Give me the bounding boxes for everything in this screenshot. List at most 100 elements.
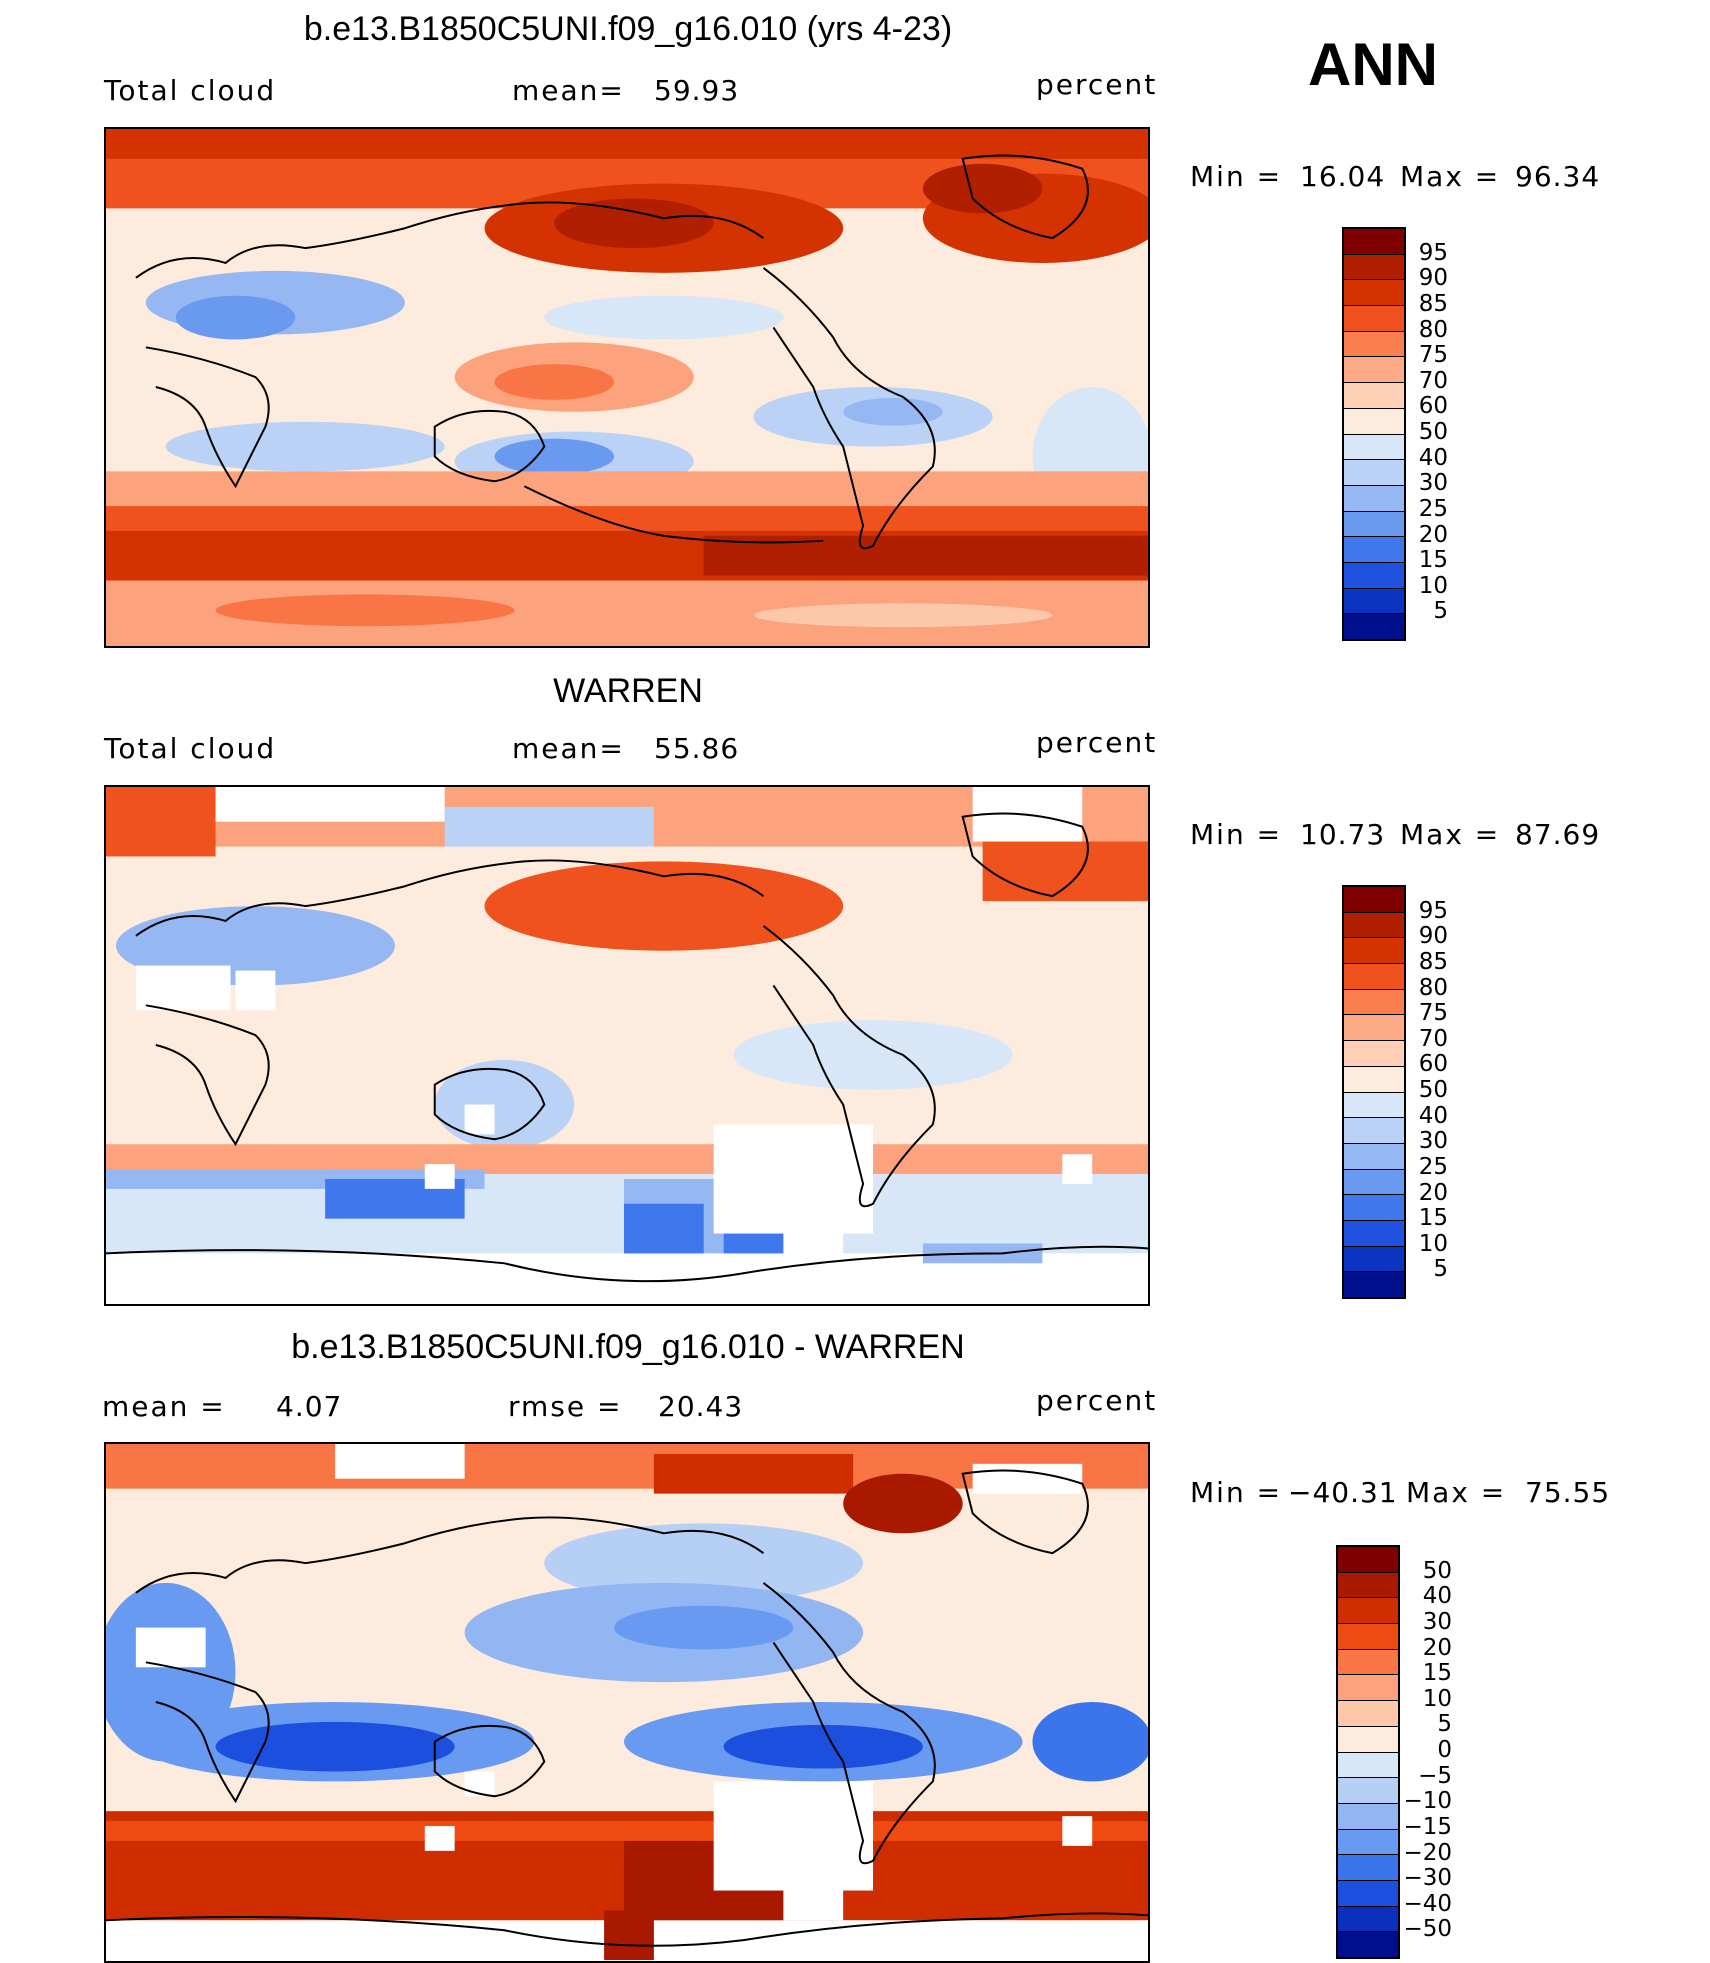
map-svg (106, 1444, 1148, 1961)
colorbar-swatch (1344, 537, 1404, 563)
rmse-value: 20.43 (658, 1390, 744, 1423)
coastlines (106, 812, 1148, 1283)
colorbar-swatch (1344, 1143, 1404, 1170)
colorbar-swatch (1344, 229, 1404, 255)
max-label: Max = (1406, 1476, 1507, 1509)
colorbar-level-label: 70 (1418, 1025, 1448, 1052)
colorbar-swatch (1344, 989, 1404, 1016)
colorbar (1342, 227, 1406, 641)
colorbar-level-label: 50 (1418, 1077, 1448, 1103)
colorbar (1336, 1545, 1400, 1959)
mean-label: mean= (512, 732, 625, 765)
colorbar-level-label: 90 (1418, 265, 1448, 292)
mean-value: 55.86 (654, 732, 740, 765)
colorbar-level-label: 95 (1418, 897, 1448, 924)
colorbar-swatch (1344, 964, 1404, 990)
colorbar-level-label: 60 (1418, 393, 1448, 420)
colorbar-level-label: 40 (1418, 1102, 1448, 1129)
colorbar-level-label: 80 (1418, 974, 1448, 1001)
colorbar-level-label: −40 (1403, 1890, 1452, 1917)
colorbar-swatch (1338, 1855, 1398, 1881)
units-label: percent (1036, 726, 1158, 759)
colorbar-swatch (1344, 912, 1404, 939)
colorbar-level-label: 90 (1418, 923, 1448, 950)
colorbar-swatch (1344, 357, 1404, 384)
colorbar-swatch (1344, 1195, 1404, 1221)
colorbar-swatch (1344, 331, 1404, 358)
colorbar-swatch (1344, 434, 1404, 461)
colorbar-swatch (1344, 588, 1404, 615)
colorbar-level-label: 15 (1418, 1205, 1448, 1232)
min-label: Min = (1190, 818, 1283, 851)
colorbar (1342, 885, 1406, 1299)
map-panel-obs (104, 785, 1150, 1306)
colorbar-swatch (1344, 460, 1404, 486)
colorbar-swatch (1344, 485, 1404, 512)
colorbar-level-label: 75 (1418, 342, 1448, 369)
colorbar-swatch (1338, 1598, 1398, 1625)
season-label: ANN (1308, 31, 1438, 98)
min-value: 10.73 (1300, 818, 1386, 851)
mean-value: 59.93 (654, 74, 740, 107)
colorbar-swatch (1344, 938, 1404, 965)
colorbar-swatch (1338, 1726, 1398, 1753)
colorbar-level-label: −20 (1403, 1839, 1452, 1866)
variable-label: Total cloud (104, 732, 277, 765)
colorbar-swatch (1338, 1649, 1398, 1676)
colorbar-swatch (1344, 1272, 1404, 1297)
colorbar-level-label: 50 (1422, 1557, 1452, 1584)
colorbar-swatch (1344, 1092, 1404, 1119)
colorbar-level-label: 30 (1422, 1608, 1452, 1635)
colorbar-swatch (1344, 887, 1404, 913)
colorbar-level-label: 30 (1418, 1128, 1448, 1155)
colorbar-swatch (1344, 1041, 1404, 1067)
mean-label: mean= (512, 74, 625, 107)
colorbar-swatch (1338, 1880, 1398, 1907)
colorbar-level-label: 30 (1418, 470, 1448, 497)
colorbar-level-label: 40 (1422, 1583, 1452, 1610)
units-label: percent (1036, 1384, 1158, 1417)
colorbar-swatch (1338, 1701, 1398, 1727)
colorbar-level-label: −5 (1418, 1762, 1452, 1789)
colorbar-swatch (1344, 1066, 1404, 1093)
colorbar-swatch (1338, 1675, 1398, 1702)
contour-fill (106, 787, 1148, 1304)
colorbar-level-label: 5 (1433, 598, 1448, 625)
max-label: Max = (1400, 818, 1501, 851)
colorbar-level-label: −15 (1403, 1813, 1452, 1840)
colorbar-swatch (1338, 1778, 1398, 1804)
colorbar-level-label: 40 (1418, 444, 1448, 471)
colorbar-swatch (1338, 1752, 1398, 1779)
colorbar-swatch (1338, 1803, 1398, 1830)
colorbar-swatch (1344, 562, 1404, 589)
coastlines (135, 154, 1089, 550)
panel-title: WARREN (553, 672, 703, 710)
colorbar-swatch (1344, 383, 1404, 409)
colorbar-level-label: 60 (1418, 1051, 1448, 1078)
max-value: 87.69 (1515, 818, 1601, 851)
colorbar-level-label: 10 (1422, 1685, 1452, 1712)
colorbar-swatch (1344, 1015, 1404, 1042)
colorbar-swatch (1344, 1246, 1404, 1273)
map-svg (106, 129, 1148, 646)
colorbar-level-label: 20 (1418, 521, 1448, 548)
colorbar-level-label: 10 (1418, 572, 1448, 599)
colorbar-level-label: 25 (1418, 495, 1448, 522)
colorbar-level-label: 50 (1418, 419, 1448, 445)
colorbar-swatch (1344, 1118, 1404, 1144)
colorbar-swatch (1344, 614, 1404, 639)
map-panel-diff (104, 1442, 1150, 1963)
colorbar-level-label: 20 (1422, 1634, 1452, 1661)
colorbar-swatch (1344, 511, 1404, 538)
colorbar-level-label: −10 (1403, 1788, 1452, 1815)
min-label: Min = (1190, 160, 1283, 193)
panel-title: b.e13.B1850C5UNI.f09_g16.010 - WARREN (291, 1328, 965, 1366)
colorbar-swatch (1338, 1932, 1398, 1957)
colorbar-swatch (1344, 306, 1404, 332)
colorbar-level-label: 75 (1418, 1000, 1448, 1027)
colorbar-level-label: 15 (1422, 1660, 1452, 1687)
min-label: Min = (1190, 1476, 1283, 1509)
panel-title: b.e13.B1850C5UNI.f09_g16.010 (yrs 4-23) (303, 10, 953, 48)
colorbar-level-label: 15 (1418, 547, 1448, 574)
